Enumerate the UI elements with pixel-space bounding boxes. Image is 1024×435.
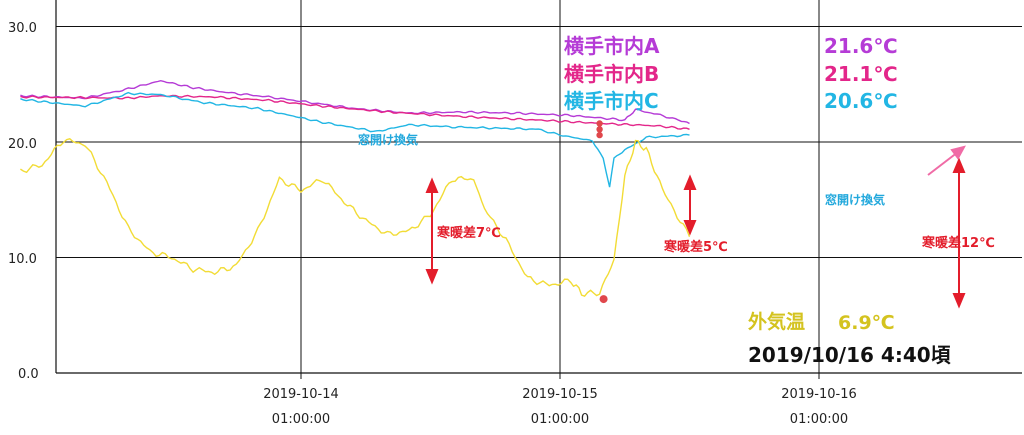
diff-label: 寒暖差7℃ [436,225,501,241]
diff-label: 寒暖差12℃ [921,235,995,251]
diff-label: 寒暖差5℃ [663,239,728,255]
outdoor-value: 6.9℃ [838,312,895,334]
timestamp-label: 2019/10/16 4:40頃 [748,343,952,367]
current-value-marker [596,126,603,133]
outdoor-label: 外気温 [748,310,805,333]
current-value-marker [596,131,603,139]
legend-label-c: 横手市内C [564,89,659,113]
legend-value-a: 21.6℃ [824,34,898,58]
legend-value-c: 20.6℃ [824,89,898,113]
x-tick-date: 2019-10-15 [522,387,598,402]
current-value-marker [596,120,603,127]
legend-value-b: 21.1℃ [824,62,898,86]
x-tick-time: 01:00:00 [790,412,848,427]
diff-arrow [952,157,966,309]
y-tick-label: 0.0 [18,367,39,382]
x-tick-time: 01:00:00 [531,412,589,427]
x-tick-date: 2019-10-16 [781,387,857,402]
series-lines [20,79,691,298]
markers [596,120,608,304]
series-line [20,94,690,130]
pink-pointer-arrow [927,145,966,176]
window-vent-note: 窓開け換気 [358,132,418,147]
x-tick-time: 01:00:00 [272,412,330,427]
diff-arrow [425,177,439,285]
outdoor-min-marker [599,295,608,304]
series-line [20,138,691,298]
y-tick-label: 30.0 [8,21,37,36]
y-tick-label: 20.0 [8,137,37,152]
series-line [20,91,690,188]
diff-arrow [683,174,697,236]
legend-label-a: 横手市内A [564,34,660,58]
x-tick-date: 2019-10-14 [263,387,339,402]
legend-label-b: 横手市内B [564,62,659,86]
grid-lines [55,0,1022,379]
y-tick-label: 10.0 [8,252,37,267]
window-vent-note: 窓開け換気 [825,192,885,207]
